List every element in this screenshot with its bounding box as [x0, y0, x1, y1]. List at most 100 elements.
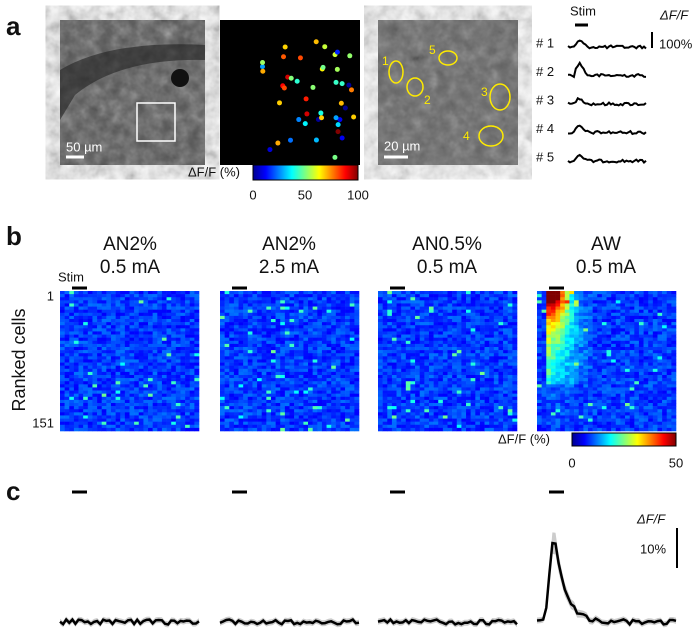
heat-cell [579, 359, 584, 362]
heat-cell [308, 344, 313, 347]
heat-cell [471, 372, 476, 375]
heat-cell [88, 412, 93, 415]
heat-cell [387, 419, 392, 422]
heat-cell [116, 403, 121, 406]
heat-cell [457, 344, 462, 347]
heat-cell [556, 338, 561, 341]
heat-cell [410, 397, 415, 400]
rank-tick: 151 [32, 415, 54, 430]
heat-cell [406, 341, 411, 344]
cell [336, 122, 341, 127]
heat-cell [299, 338, 304, 341]
heat-cell [65, 415, 70, 418]
heat-cell [130, 316, 135, 319]
heat-cell [262, 409, 267, 412]
heat-cell [116, 400, 121, 403]
heat-cell [280, 372, 285, 375]
heat-cell [106, 375, 111, 378]
heat-cell [616, 366, 621, 369]
heat-cell [180, 303, 185, 306]
heat-cell [92, 310, 97, 313]
heat-cell [336, 409, 341, 412]
heat-cell [220, 369, 225, 372]
heat-cell [480, 297, 485, 300]
heat-cell [313, 291, 318, 294]
heat-cell [252, 400, 257, 403]
heat-cell [266, 384, 271, 387]
heat-cell [327, 313, 332, 316]
heat-cell [167, 400, 172, 403]
heat-cell [602, 366, 607, 369]
heat-cell [60, 394, 65, 397]
heat-cell [420, 294, 425, 297]
heat-cell [438, 303, 443, 306]
heat-cell [494, 384, 499, 387]
heat-cell [639, 363, 644, 366]
heat-cell [452, 313, 457, 316]
heat-cell [508, 325, 513, 328]
heat-cell [625, 303, 630, 306]
heat-cell [290, 294, 295, 297]
heat-cell [588, 307, 593, 310]
heat-cell [234, 400, 239, 403]
heat-cell [350, 415, 355, 418]
heat-cell [190, 310, 195, 313]
cell [334, 115, 339, 120]
heat-cell [83, 391, 88, 394]
heat-cell [79, 344, 84, 347]
image [220, 20, 360, 165]
heat-cell [345, 303, 350, 306]
heat-cell [79, 350, 84, 353]
heat-cell [443, 341, 448, 344]
heat-cell [116, 316, 121, 319]
heat-cell [485, 369, 490, 372]
heat-cell [410, 300, 415, 303]
heat-cell [290, 331, 295, 334]
heat-cell [350, 378, 355, 381]
heat-cell [79, 378, 84, 381]
heat-cell [79, 415, 84, 418]
heat-cell [60, 428, 65, 431]
heat-cell [317, 409, 322, 412]
heat-cell [276, 335, 281, 338]
heat-cell [480, 384, 485, 387]
heat-cell [252, 397, 257, 400]
heat-cell [397, 366, 402, 369]
heat-cell [280, 375, 285, 378]
heat-cell [494, 412, 499, 415]
heat-cell [397, 400, 402, 403]
heat-cell [294, 353, 299, 356]
heat-cell [69, 403, 74, 406]
heat-cell [234, 384, 239, 387]
heat-cell [461, 403, 466, 406]
heat-cell [266, 344, 271, 347]
heat-cell [74, 294, 79, 297]
heat-cell [498, 328, 503, 331]
heat-cell [657, 372, 662, 375]
heat-cell [271, 397, 276, 400]
heat-cell [457, 297, 462, 300]
heat-cell [494, 328, 499, 331]
heat-cell [153, 341, 158, 344]
heat-cell [424, 319, 429, 322]
heat-cell [620, 350, 625, 353]
heat-cell [498, 294, 503, 297]
heat-cell [340, 322, 345, 325]
heat-cell [266, 391, 271, 394]
heat-cell [667, 356, 672, 359]
heat-cell [65, 400, 70, 403]
heat-cell [116, 331, 121, 334]
heat-cell [285, 353, 290, 356]
heat-cell [345, 322, 350, 325]
heat-cell [79, 428, 84, 431]
heat-cell [299, 406, 304, 409]
heat-cell [229, 412, 234, 415]
heat-cell [406, 412, 411, 415]
heat-cell [257, 372, 262, 375]
heat-cell [452, 369, 457, 372]
heat-cell [280, 338, 285, 341]
heat-cell [503, 338, 508, 341]
heat-cell [176, 322, 181, 325]
heat-cell [350, 313, 355, 316]
heat-cell [74, 391, 79, 394]
